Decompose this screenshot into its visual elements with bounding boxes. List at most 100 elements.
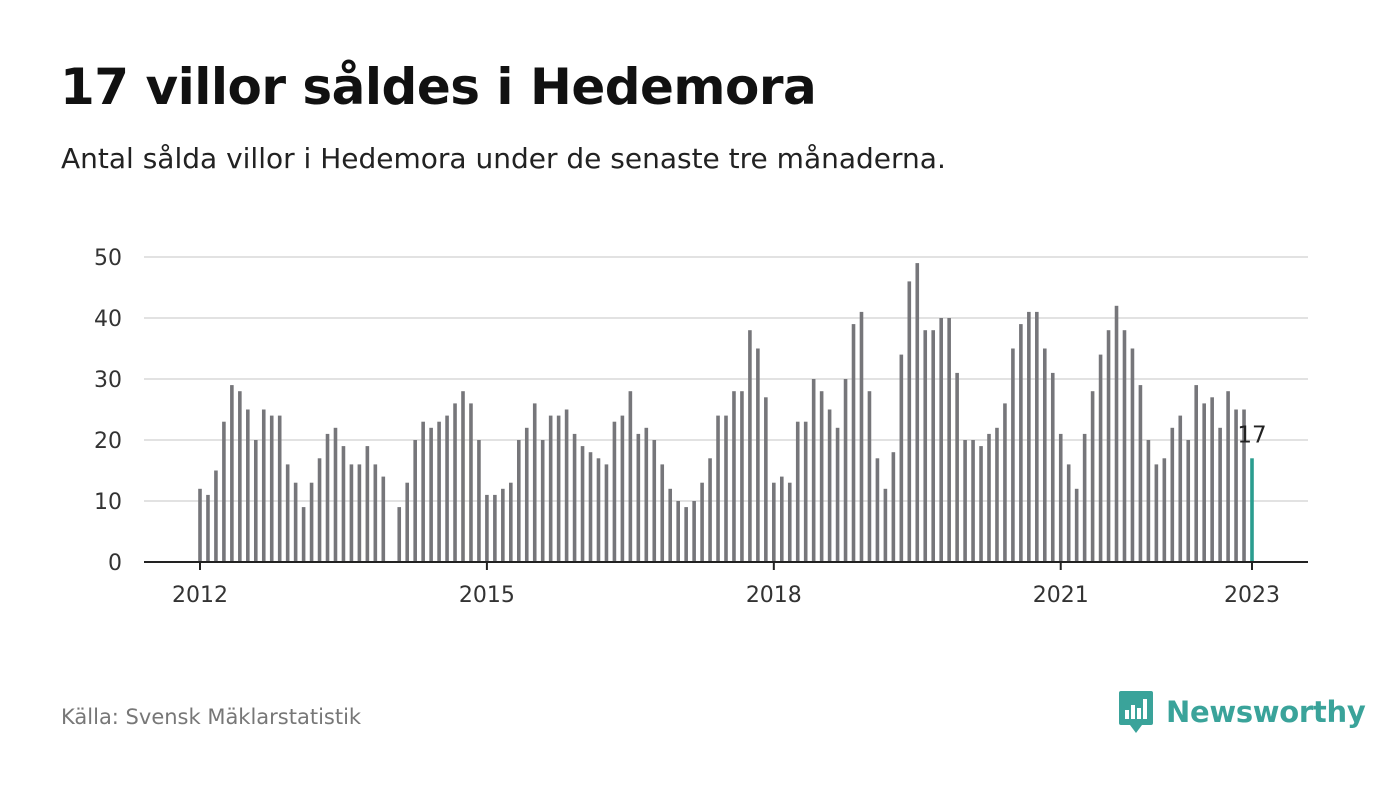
bar xyxy=(724,415,728,562)
y-tick-label: 50 xyxy=(94,246,122,271)
bar xyxy=(708,458,712,562)
y-tick-label: 10 xyxy=(94,490,122,515)
bar xyxy=(875,458,880,562)
bar xyxy=(453,403,457,562)
bar xyxy=(620,415,625,562)
brand-name: Newsworthy xyxy=(1166,695,1366,729)
bar xyxy=(764,397,768,562)
bar xyxy=(779,476,784,562)
bar xyxy=(652,440,657,562)
y-tick-label: 0 xyxy=(108,551,122,576)
bar xyxy=(859,311,864,562)
bar xyxy=(899,354,904,562)
bar xyxy=(293,482,298,562)
bar xyxy=(716,415,720,562)
bar xyxy=(1146,440,1151,562)
bar xyxy=(612,421,617,562)
brand-logo[interactable]: Newsworthy xyxy=(1118,690,1366,734)
bar xyxy=(1210,397,1214,562)
bar xyxy=(1114,305,1119,562)
bar xyxy=(1050,372,1055,562)
x-tick-label: 2021 xyxy=(1033,583,1089,608)
bar xyxy=(269,415,274,562)
bar xyxy=(740,391,744,562)
bar xyxy=(469,403,473,562)
bar xyxy=(214,470,218,562)
bar xyxy=(588,452,593,562)
bar xyxy=(700,482,704,562)
bar xyxy=(1234,409,1238,562)
bar xyxy=(333,427,338,562)
bar xyxy=(1242,409,1246,562)
bar xyxy=(285,464,290,562)
bar xyxy=(923,330,928,562)
bar xyxy=(206,494,210,562)
bar xyxy=(891,452,896,562)
bar xyxy=(381,476,386,562)
bar xyxy=(222,421,226,562)
chart-title: 17 villor såldes i Hedemora xyxy=(60,58,817,116)
bar xyxy=(1122,330,1127,562)
bar xyxy=(556,415,561,562)
bar xyxy=(1226,391,1230,562)
y-tick-label: 20 xyxy=(94,429,122,454)
x-axis-ticks: 2012 2015 2018 2021 2023 xyxy=(172,562,1280,608)
bar xyxy=(803,421,808,562)
bar xyxy=(955,372,959,562)
y-axis-ticks: 0 10 20 30 40 50 xyxy=(94,246,122,576)
bar-chart: 0 10 20 30 40 50 2012 2015 2018 2021 2023 17 xyxy=(94,246,1308,608)
bar xyxy=(341,446,346,562)
bar xyxy=(1090,391,1095,562)
bar xyxy=(301,507,306,562)
bar xyxy=(692,501,696,562)
y-tick-label: 30 xyxy=(94,368,122,393)
y-tick-label: 40 xyxy=(94,307,122,332)
bar xyxy=(748,330,752,562)
bar xyxy=(1003,403,1007,562)
x-tick-label: 2015 xyxy=(459,583,515,608)
bar xyxy=(756,348,760,562)
bar xyxy=(1162,458,1167,562)
bar xyxy=(604,464,609,562)
bar xyxy=(405,482,410,562)
bar xyxy=(246,409,250,562)
bars xyxy=(198,263,1254,562)
bar xyxy=(995,427,999,562)
bar xyxy=(516,440,521,562)
bar xyxy=(971,440,975,562)
chart-subtitle: Antal sålda villor i Hedemora under de s… xyxy=(61,142,946,175)
x-tick-label: 2018 xyxy=(746,583,802,608)
bar xyxy=(532,403,537,562)
bar xyxy=(277,415,282,562)
bar xyxy=(429,427,433,562)
bar xyxy=(397,507,402,562)
bar xyxy=(628,391,633,562)
bar xyxy=(819,391,824,562)
bar xyxy=(413,440,417,562)
bar xyxy=(963,440,967,562)
bar xyxy=(931,330,936,562)
bar xyxy=(477,440,481,562)
bar xyxy=(947,318,951,562)
bar xyxy=(835,427,840,562)
bar xyxy=(772,482,776,562)
bar xyxy=(261,409,266,562)
bar xyxy=(867,391,872,562)
highlight-value-label: 17 xyxy=(1237,422,1266,448)
bar-highlight xyxy=(1250,458,1254,562)
bar xyxy=(1106,330,1111,562)
bar xyxy=(907,281,912,562)
bar xyxy=(1194,385,1199,562)
bar xyxy=(684,507,688,562)
bar xyxy=(676,501,680,562)
bar xyxy=(317,458,322,562)
bar-chart-speech-bubble-icon xyxy=(1119,691,1153,733)
bar xyxy=(1098,354,1103,562)
bar xyxy=(1019,324,1023,562)
bar xyxy=(1218,427,1222,562)
bar xyxy=(524,427,529,562)
bar xyxy=(1027,311,1031,562)
bar xyxy=(644,427,649,562)
bar xyxy=(851,324,856,562)
bar xyxy=(461,391,465,562)
